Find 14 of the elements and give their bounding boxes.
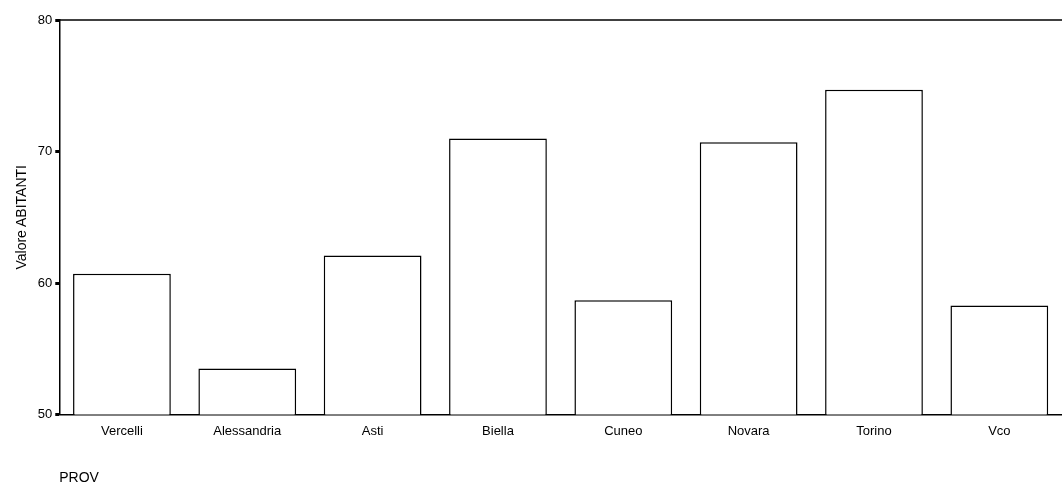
x-tick-label: Novara: [727, 422, 771, 438]
x-tick-label: Cuneo: [604, 422, 643, 438]
x-tick-label: Vco: [988, 422, 1011, 438]
y-tick-label: 50: [37, 406, 53, 422]
y-tick-label: 70: [37, 143, 53, 159]
x-tick-label: Alessandria: [213, 422, 282, 438]
y-tick-label: 80: [37, 11, 53, 27]
x-axis-title: PROV: [59, 469, 100, 486]
y-tick-label: 60: [37, 274, 53, 290]
y-axis-title: Valore ABITANTI: [13, 165, 30, 270]
x-tick-label: Torino: [856, 422, 892, 438]
x-tick-label: Vercelli: [100, 422, 143, 438]
x-tick-label: Biella: [482, 422, 515, 438]
x-tick-label: Asti: [361, 422, 384, 438]
